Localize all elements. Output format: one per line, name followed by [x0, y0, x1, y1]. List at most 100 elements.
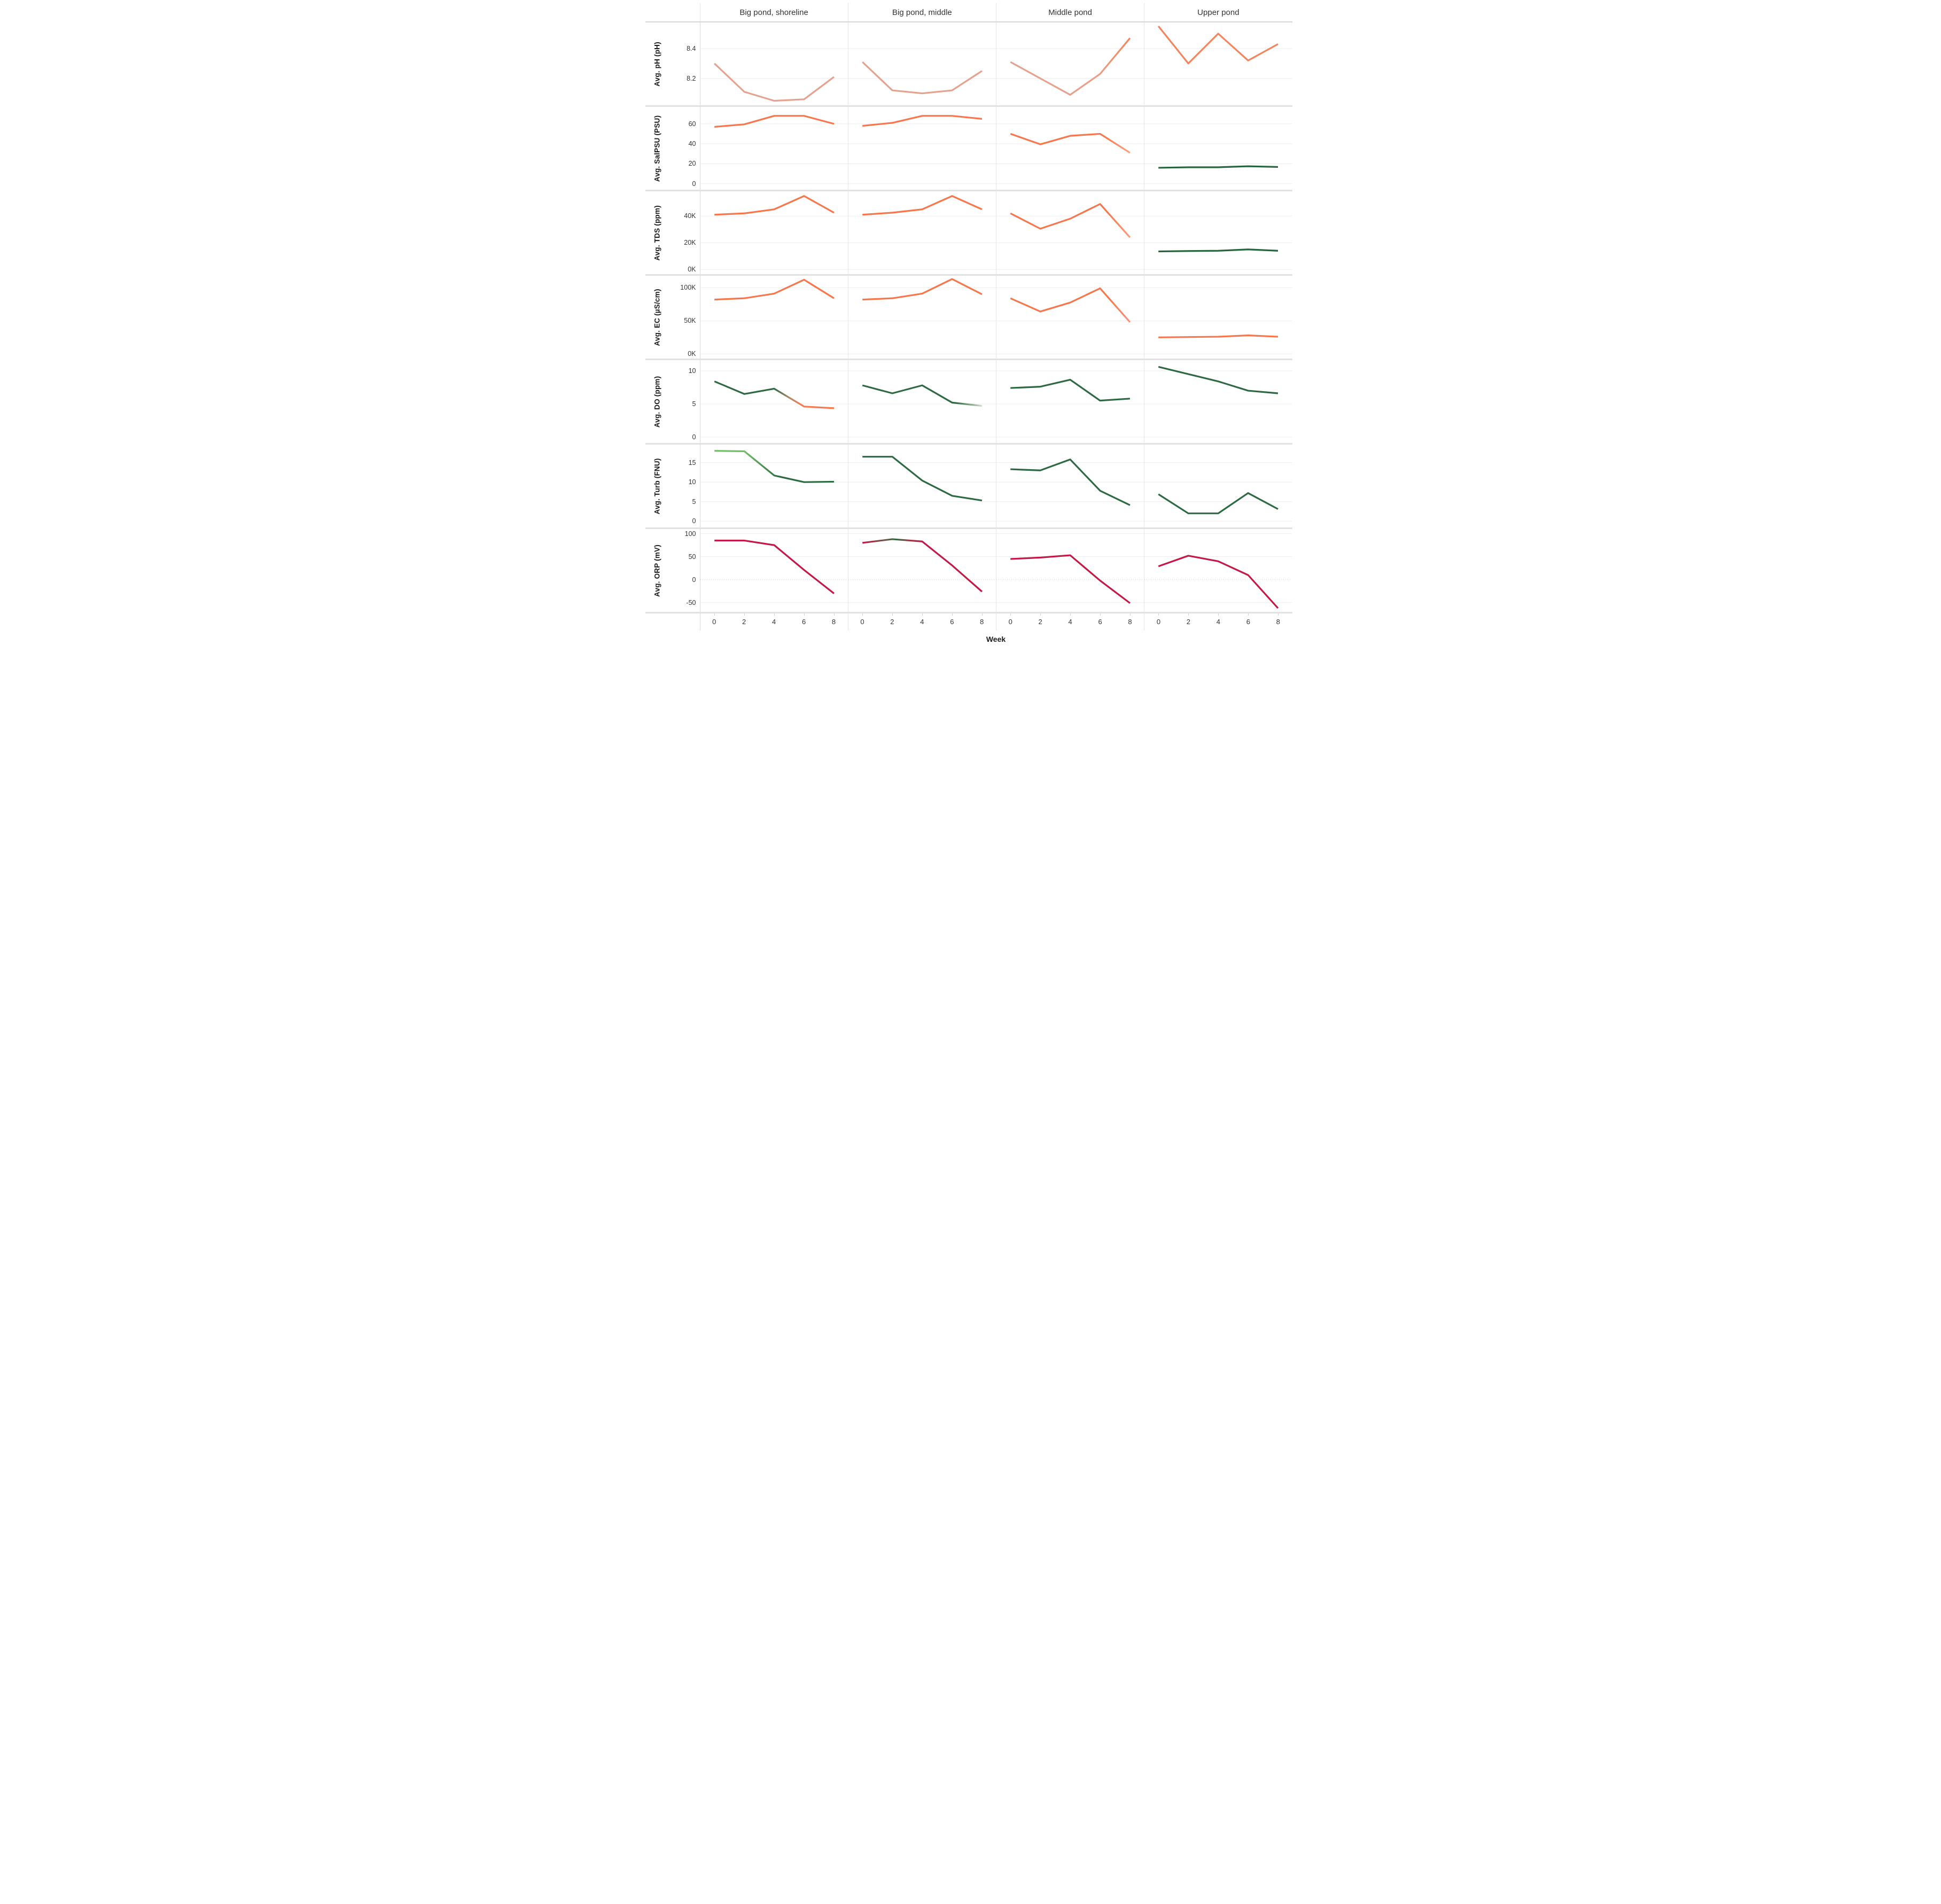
line-tds-2: [862, 196, 982, 215]
panel-svg: [1144, 445, 1292, 527]
y-tick-label: 0K: [688, 350, 696, 358]
x-tick-mark: [862, 613, 863, 616]
line-ph-2: [862, 62, 982, 94]
panel-svg: [848, 22, 996, 105]
panel-tds-3: [996, 191, 1144, 274]
y-tick-label: 0: [692, 180, 696, 188]
line-do-3: [1010, 380, 1130, 401]
line-turb-1: [714, 451, 834, 482]
y-axis-title-ph: Avg. pH (pH): [645, 22, 669, 105]
panel-do-4: [1144, 360, 1292, 443]
line-ec-3: [1010, 289, 1130, 322]
x-tick-mark: [1218, 613, 1219, 616]
y-axis-title-text: Avg. EC (µS/cm): [653, 288, 661, 346]
y-axis-title-do: Avg. DO (ppm): [645, 360, 669, 443]
y-tick-label: 5: [692, 400, 696, 408]
y-tick-label: 50K: [684, 317, 696, 325]
x-tick-label: 4: [920, 618, 924, 626]
x-tick-mark: [804, 613, 805, 616]
metric-row-tds: Avg. TDS (ppm) 40K 20K 0K: [645, 191, 1292, 276]
line-tds-1: [714, 196, 834, 215]
line-ph-1: [714, 64, 834, 101]
panel-svg: [996, 22, 1144, 105]
x-axis-title: Week: [986, 635, 1006, 643]
panel-tds-1: [699, 191, 848, 274]
y-tick-label: -50: [686, 599, 696, 607]
panel-svg: [848, 360, 996, 443]
x-axis-corner-spacer: [645, 613, 700, 631]
x-tick-label: 6: [801, 618, 806, 626]
line-ph-3: [1010, 38, 1130, 95]
line-sal-4: [1158, 166, 1278, 168]
x-axis-title-spacer: [645, 631, 700, 647]
panel-svg: [700, 107, 848, 190]
panel-svg: [1144, 191, 1292, 274]
metric-row-turb: Avg. Turb (FNU) 15 10 5 0: [645, 445, 1292, 529]
line-turb-4: [1158, 493, 1278, 514]
y-tick-label: 0: [692, 576, 696, 584]
y-axis-title-text: Avg. DO (ppm): [653, 376, 661, 428]
x-tick-label: 0: [860, 618, 864, 626]
facet-line-chart-page: Big pond, shoreline Big pond, middle Mid…: [645, 0, 1296, 654]
y-tick-label: 10: [688, 367, 696, 375]
line-sal-3: [1010, 134, 1130, 152]
y-tick-label: 40K: [684, 212, 696, 220]
y-axis-title-text: Avg. SalPSU (PSU): [653, 115, 661, 182]
panel-svg: [996, 360, 1144, 443]
y-tick-label: 100: [684, 530, 696, 538]
metric-row-do: Avg. DO (ppm) 10 5 0: [645, 360, 1292, 445]
panel-svg: [700, 191, 848, 274]
x-tick-mark: [774, 613, 775, 616]
y-tick-label: 0: [692, 433, 696, 441]
panel-svg: [700, 22, 848, 105]
y-axis-title-turb: Avg. Turb (FNU): [645, 445, 669, 527]
x-tick-label: 8: [980, 618, 984, 626]
panel-ph-3: [996, 22, 1144, 105]
x-tick-label: 8: [1276, 618, 1280, 626]
y-tick-label: 100K: [680, 284, 696, 292]
y-tick-label: 5: [692, 498, 696, 506]
line-turb-3: [1010, 460, 1130, 506]
y-tick-label: 8.2: [687, 74, 696, 82]
y-axis-ticks-orp: 100 50 0 -50: [669, 529, 700, 612]
panel-tds-2: [847, 191, 996, 274]
column-header-big-pond-shoreline: Big pond, shoreline: [699, 3, 848, 21]
x-tick-mark: [744, 613, 745, 616]
x-tick-mark: [1010, 613, 1011, 616]
x-tick-mark: [714, 613, 715, 616]
x-tick-label: 0: [1156, 618, 1161, 626]
panel-svg: [996, 445, 1144, 527]
panel-svg: [1144, 360, 1292, 443]
line-turb-2: [862, 457, 982, 501]
panel-ec-2: [847, 276, 996, 359]
column-header-middle-pond: Middle pond: [996, 3, 1144, 21]
x-tick-label: 4: [772, 618, 776, 626]
x-tick-mark: [892, 613, 893, 616]
line-tds-3: [1010, 204, 1130, 238]
panel-svg: [700, 276, 848, 359]
panel-svg: [700, 360, 848, 443]
panel-turb-2: [847, 445, 996, 527]
metric-row-orp: Avg. ORP (mV) 100 50 0 -50: [645, 529, 1292, 613]
x-tick-mark: [1158, 613, 1159, 616]
panel-ec-4: [1144, 276, 1292, 359]
panel-svg: [1144, 276, 1292, 359]
x-tick-mark: [1188, 613, 1189, 616]
panel-svg: [848, 107, 996, 190]
x-tick-label: 4: [1216, 618, 1220, 626]
facet-grid: Big pond, shoreline Big pond, middle Mid…: [645, 3, 1292, 647]
panel-svg: [1144, 107, 1292, 190]
panel-sal-1: [699, 107, 848, 190]
y-tick-label: 10: [688, 478, 696, 486]
y-tick-label: 40: [688, 140, 696, 148]
panel-ec-3: [996, 276, 1144, 359]
x-tick-mark: [1278, 613, 1279, 616]
x-tick-label: 6: [1246, 618, 1250, 626]
y-tick-label: 50: [688, 553, 696, 561]
panel-ph-4: [1144, 22, 1292, 105]
line-do-2: [862, 385, 982, 406]
panel-do-3: [996, 360, 1144, 443]
y-axis-ticks-sal: 60 40 20 0: [669, 107, 700, 190]
panel-ec-1: [699, 276, 848, 359]
metric-row-ec: Avg. EC (µS/cm) 100K 50K 0K: [645, 276, 1292, 360]
